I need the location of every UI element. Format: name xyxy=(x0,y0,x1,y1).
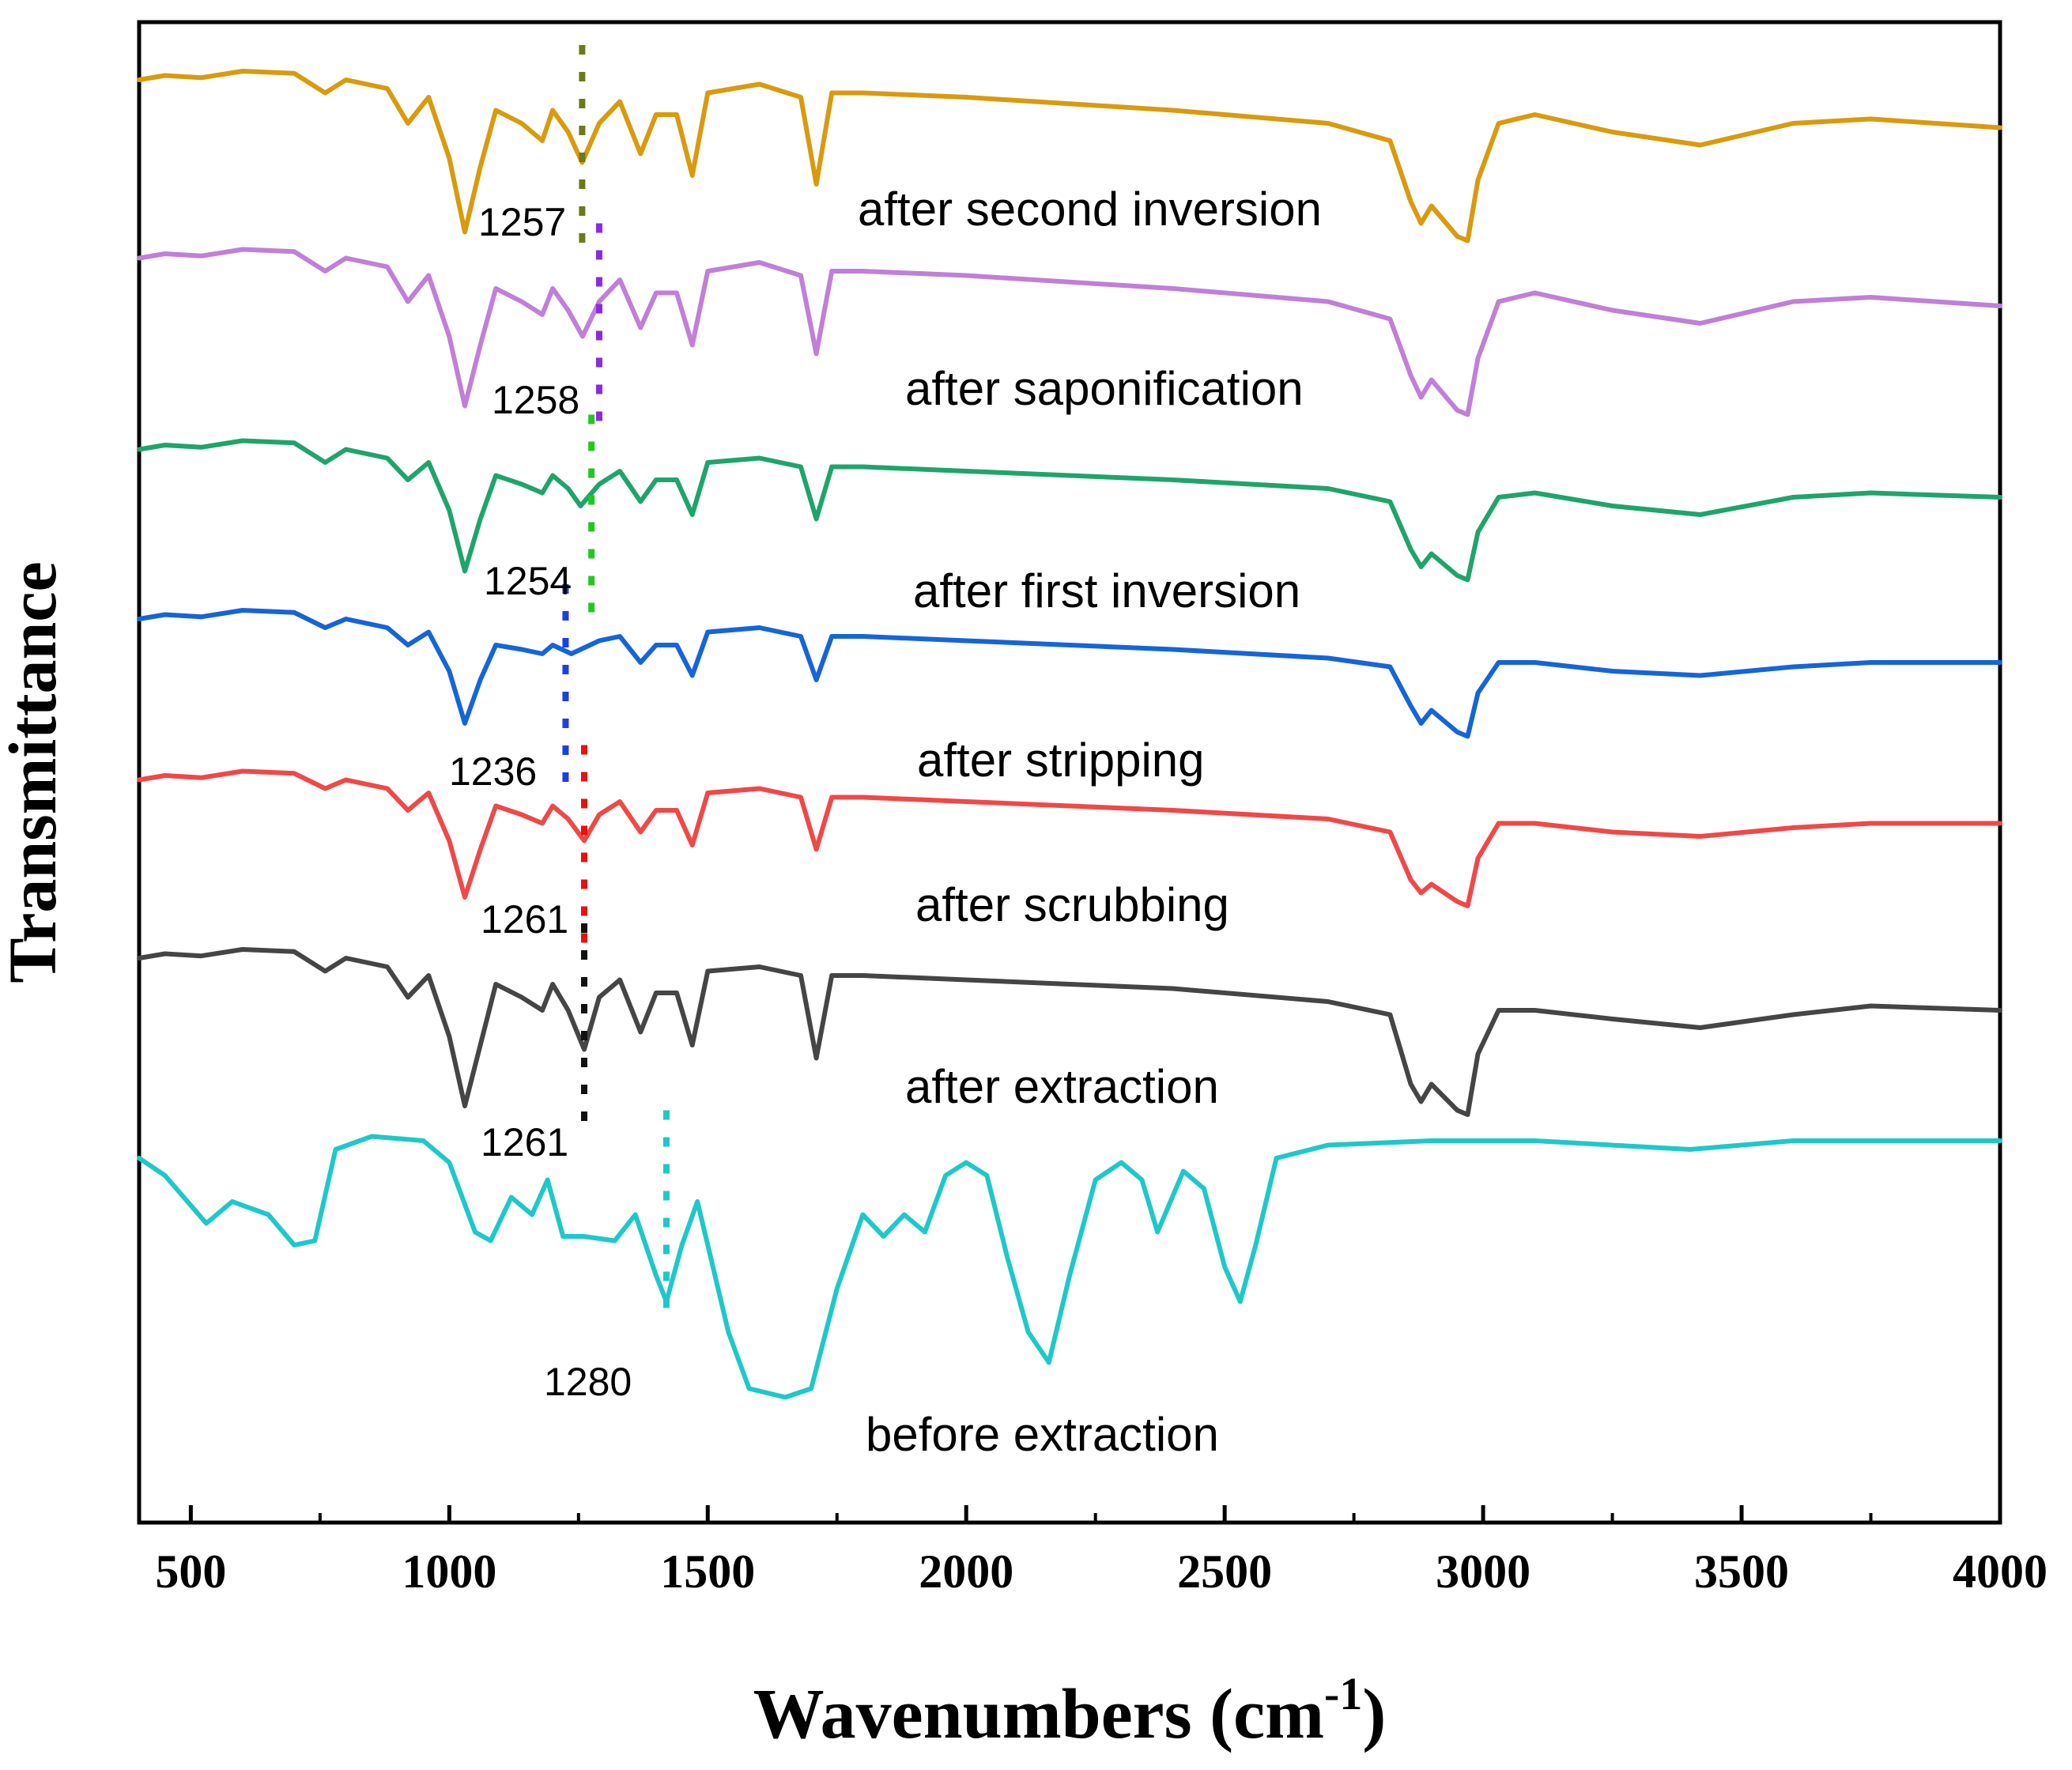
x-tick-label: 2500 xyxy=(1177,1545,1272,1598)
series-line xyxy=(137,768,2002,908)
peak-label: 1261 xyxy=(481,897,568,942)
series-label: after extraction xyxy=(905,1060,1219,1113)
peak-label: 1254 xyxy=(484,559,572,603)
plot-frame xyxy=(137,20,2002,1525)
series-label: before extraction xyxy=(866,1408,1219,1461)
series-line xyxy=(137,438,2002,583)
x-tick-label: 2000 xyxy=(919,1545,1013,1598)
x-tick-label: 3000 xyxy=(1436,1545,1530,1598)
x-tick-label: 1000 xyxy=(402,1545,496,1598)
series-label: after saponification xyxy=(905,362,1304,415)
x-axis-title-main: Wavenumbers (cm xyxy=(753,1675,1324,1753)
x-tick-label: 1500 xyxy=(660,1545,755,1598)
peak-label: 1258 xyxy=(492,378,579,422)
series-line xyxy=(137,947,2002,1117)
peak-label: 1257 xyxy=(478,200,566,244)
series-line xyxy=(137,1134,2002,1400)
series-label: after stripping xyxy=(917,734,1205,787)
y-axis-title: Transmittance xyxy=(0,561,70,983)
series-label: after scrubbing xyxy=(915,878,1229,931)
series-label: after second inversion xyxy=(858,183,1322,236)
peak-label: 1236 xyxy=(449,749,537,794)
series-label: after first inversion xyxy=(913,564,1300,617)
x-tick-label: 4000 xyxy=(1953,1545,2047,1598)
label-layer: after second inversion 1257 after saponifi… xyxy=(449,183,1322,1461)
x-axis-title-close: ) xyxy=(1362,1675,1386,1753)
series-layer xyxy=(137,45,2002,1400)
x-tick-label: 3500 xyxy=(1694,1545,1789,1598)
x-axis-title: Wavenumbers (cm-1) xyxy=(753,1668,1387,1753)
series-line xyxy=(137,69,2002,243)
peak-label: 1280 xyxy=(544,1360,632,1404)
x-axis-title-sup: -1 xyxy=(1324,1668,1362,1719)
series-line xyxy=(137,247,2002,417)
x-tick-label: 500 xyxy=(155,1545,226,1598)
series-line xyxy=(137,608,2002,739)
x-axis: 500 1000 1500 2000 2500 3000 3500 4000 xyxy=(155,1505,2047,1598)
peak-label: 1261 xyxy=(481,1120,568,1164)
